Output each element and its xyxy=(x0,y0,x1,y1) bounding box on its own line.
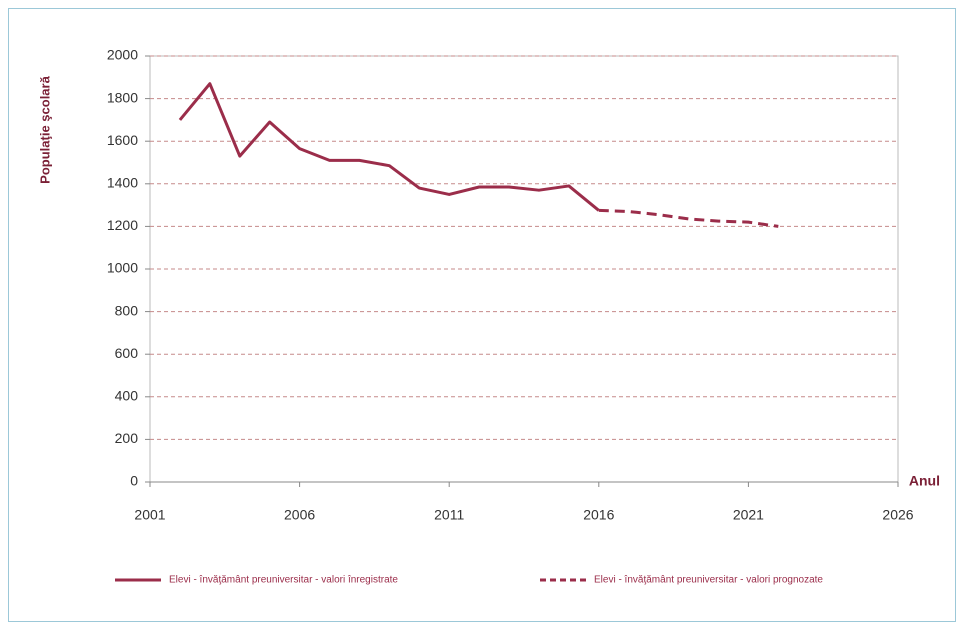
y-tick-label: 400 xyxy=(115,388,139,404)
x-tick-label: 2026 xyxy=(882,507,913,523)
y-tick-label: 200 xyxy=(115,430,139,446)
y-tick-label: 1600 xyxy=(107,132,138,148)
x-tick-label: 2001 xyxy=(134,507,165,523)
y-axis-label: Populaţie şcolară xyxy=(37,75,52,183)
y-tick-label: 0 xyxy=(130,473,138,489)
legend-label: Elevi - învăţământ preuniversitar - valo… xyxy=(169,575,398,586)
y-tick-label: 800 xyxy=(115,302,139,318)
y-tick-label: 600 xyxy=(115,345,139,361)
x-tick-label: 2016 xyxy=(583,507,614,523)
x-tick-label: 2011 xyxy=(434,507,464,523)
x-tick-label: 2021 xyxy=(733,507,764,523)
y-tick-label: 1200 xyxy=(107,217,138,233)
y-tick-label: 1400 xyxy=(107,175,138,191)
series-line xyxy=(178,82,600,212)
chart-frame xyxy=(8,8,956,622)
series-line xyxy=(598,208,779,228)
x-axis-label: Anul xyxy=(909,473,940,489)
y-tick-label: 2000 xyxy=(107,47,138,63)
x-tick-label: 2006 xyxy=(284,507,315,523)
y-tick-label: 1000 xyxy=(107,260,138,276)
y-tick-label: 1800 xyxy=(107,89,138,105)
legend: Elevi - învăţământ preuniversitar - valo… xyxy=(115,575,823,586)
legend-label: Elevi - învăţământ preuniversitar - valo… xyxy=(594,575,823,586)
